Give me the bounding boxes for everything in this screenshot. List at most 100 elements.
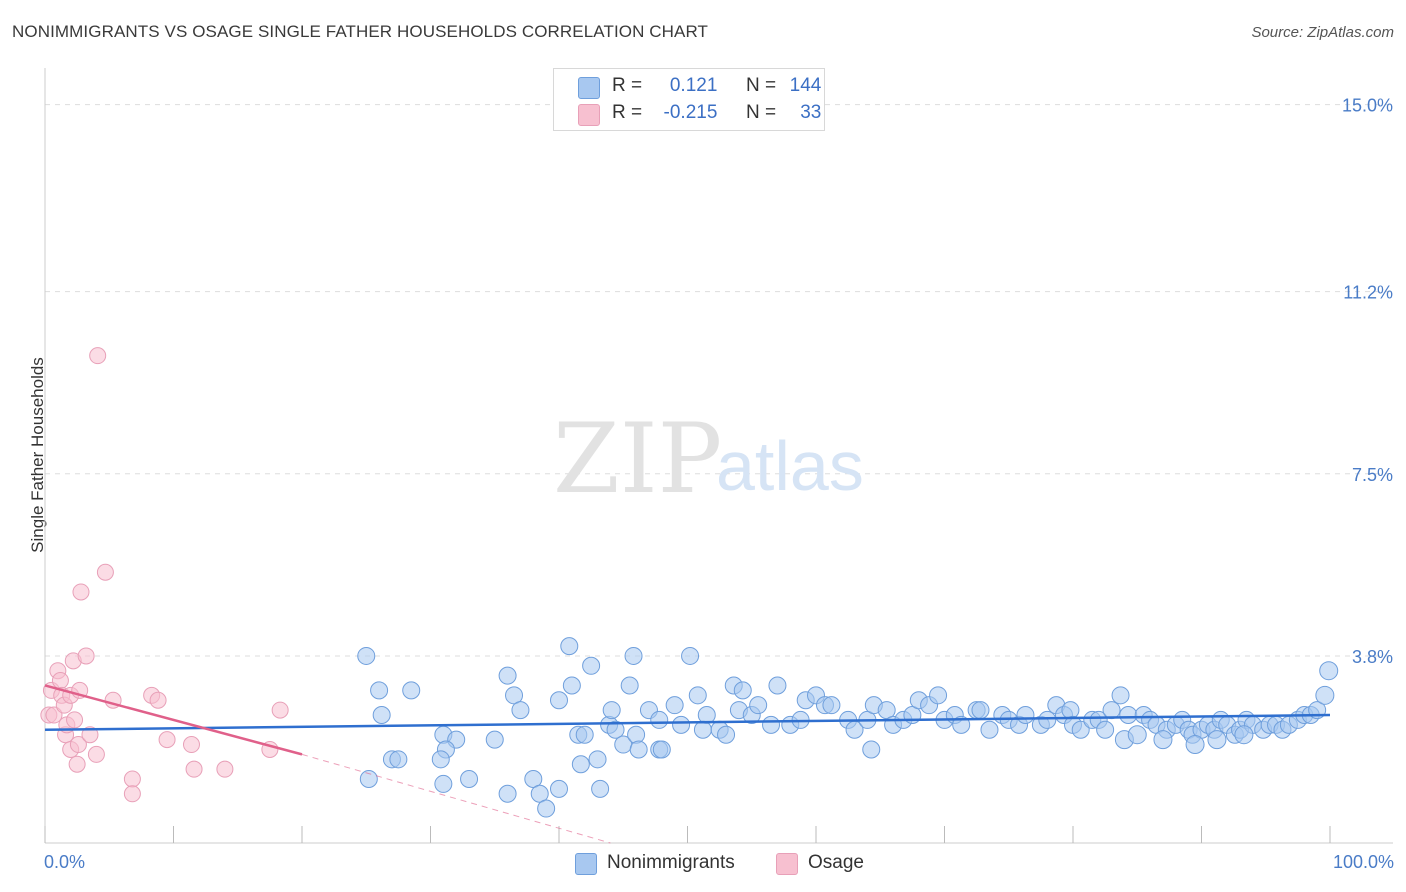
osage-trend-extension <box>301 753 611 844</box>
watermark-atlas: atlas <box>716 427 864 505</box>
legend-swatch-nonimmigrants <box>578 77 600 99</box>
nonimmigrants-trend-line <box>44 713 1331 732</box>
y-tick-labels: 3.8% 7.5% 11.2% 15.0% <box>1342 96 1393 667</box>
legend-n-label: N = <box>745 102 777 123</box>
correlation-legend: R = 0.121 N = 144 R = -0.215 N = 33 <box>553 68 825 131</box>
nonimmigrants-point <box>1319 661 1339 681</box>
nonimmigrants-point <box>650 710 669 729</box>
nonimmigrants-point <box>1096 720 1115 739</box>
nonimmigrants-point <box>370 681 389 700</box>
legend-swatch-osage <box>578 104 600 126</box>
chart-title: NONIMMIGRANTS VS OSAGE SINGLE FATHER HOU… <box>12 22 709 41</box>
osage-point <box>182 736 200 754</box>
nonimmigrants-point <box>693 720 712 739</box>
y-tick-label: 11.2% <box>1343 283 1393 303</box>
nonimmigrants-point <box>1127 725 1147 745</box>
nonimmigrants-point <box>620 676 639 695</box>
nonimmigrants-point <box>717 725 736 744</box>
nonimmigrants-point <box>560 637 579 656</box>
legend-r-value: 0.121 <box>669 75 718 96</box>
nonimmigrants-point <box>629 740 648 759</box>
nonimmigrants-point <box>1315 685 1335 705</box>
gridlines <box>45 104 1393 657</box>
nonimmigrants-point <box>1038 710 1057 729</box>
osage-point <box>89 347 107 365</box>
nonimmigrants-point <box>582 656 601 675</box>
nonimmigrants-point <box>624 646 643 665</box>
nonimmigrants-point <box>733 681 752 700</box>
nonimmigrants-point <box>971 701 990 720</box>
osage-point <box>77 647 95 665</box>
nonimmigrants-point <box>591 779 610 798</box>
nonimmigrants-point <box>652 740 671 759</box>
osage-point <box>271 701 289 719</box>
y-tick-label: 7.5% <box>1352 465 1393 485</box>
nonimmigrants-point <box>1119 706 1138 725</box>
osage-point <box>72 583 90 601</box>
nonimmigrants-point <box>434 774 453 793</box>
osage-points <box>40 347 289 803</box>
nonimmigrants-point <box>952 715 971 734</box>
osage-point <box>123 770 141 788</box>
nonimmigrants-point <box>681 646 700 665</box>
nonimmigrants-point <box>431 750 450 769</box>
nonimmigrants-point <box>357 646 376 665</box>
legend-r-label: R = <box>612 75 643 96</box>
legend-n-value: 144 <box>789 75 822 96</box>
nonimmigrants-point <box>562 676 581 695</box>
nonimmigrants-point <box>862 740 881 759</box>
osage-point <box>158 731 176 749</box>
osage-point <box>81 726 99 744</box>
legend-swatch-nonimmigrants <box>575 853 597 875</box>
nonimmigrants-point <box>359 770 378 789</box>
osage-point <box>87 745 105 763</box>
osage-point <box>45 706 63 724</box>
nonimmigrants-point <box>571 755 590 774</box>
nonimmigrants-point <box>1185 735 1205 755</box>
nonimmigrants-point <box>588 750 607 769</box>
nonimmigrants-point <box>550 691 568 710</box>
nonimmigrants-point <box>627 725 646 744</box>
trend-lines <box>44 684 1331 844</box>
legend-label-nonimmigrants: Nonimmigrants <box>607 852 735 873</box>
osage-point <box>123 785 141 803</box>
osage-point <box>185 760 203 778</box>
osage-point <box>149 691 167 709</box>
legend-swatch-osage <box>776 853 798 875</box>
osage-trend-line <box>44 684 303 756</box>
nonimmigrants-point <box>1234 725 1254 745</box>
watermark: ZIP atlas <box>553 403 864 515</box>
nonimmigrants-point <box>372 706 391 725</box>
osage-point <box>68 755 86 773</box>
nonimmigrants-point <box>550 779 568 798</box>
osage-point <box>51 672 69 690</box>
legend-label-osage: Osage <box>808 852 864 873</box>
y-tick-label: 15.0% <box>1342 96 1393 116</box>
nonimmigrants-point <box>389 750 408 769</box>
x-tick-label-max: 100.0% <box>1332 852 1394 872</box>
legend-r-label: R = <box>612 102 643 123</box>
nonimmigrants-point <box>460 770 479 789</box>
nonimmigrants-point <box>511 701 530 720</box>
osage-point <box>69 736 87 754</box>
nonimmigrants-point <box>402 681 421 700</box>
legend-r-value: -0.215 <box>663 102 718 123</box>
legend-n-value: 33 <box>800 102 822 123</box>
nonimmigrants-point <box>980 720 999 739</box>
nonimmigrants-point <box>575 725 594 744</box>
nonimmigrants-point <box>1071 720 1090 739</box>
nonimmigrants-point <box>606 720 625 739</box>
nonimmigrants-point <box>768 676 787 695</box>
nonimmigrants-point <box>1102 701 1121 720</box>
nonimmigrants-point <box>822 696 841 715</box>
nonimmigrants-point <box>665 696 684 715</box>
nonimmigrants-point <box>672 715 691 734</box>
osage-point <box>216 760 234 778</box>
y-tick-label: 3.8% <box>1352 647 1393 667</box>
nonimmigrants-point <box>1111 686 1130 705</box>
chart-source: Source: ZipAtlas.com <box>1251 24 1394 41</box>
nonimmigrants-point <box>1153 730 1173 750</box>
nonimmigrants-point <box>537 799 556 818</box>
nonimmigrants-point <box>498 666 517 685</box>
